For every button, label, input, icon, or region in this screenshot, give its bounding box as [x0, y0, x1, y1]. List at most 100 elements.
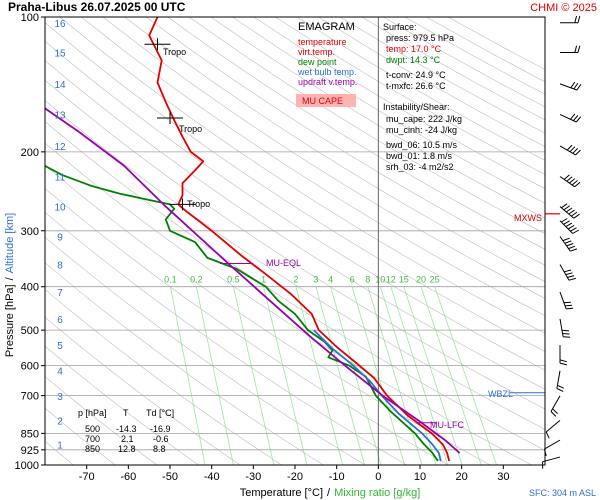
temperature-tick-label: -70: [79, 471, 95, 483]
altitude-tick-label: 14: [54, 80, 66, 91]
altitude-tick-label: 7: [57, 288, 63, 299]
level-table: p [hPa] T Td [°C] 500 -14.3 -16.9 700 2.…: [78, 408, 174, 454]
wind-barb-flag: [543, 448, 547, 457]
copyright-text: CHMI © 2025: [530, 2, 597, 14]
bwd-06: bwd_06: 10.5 m/s: [386, 140, 458, 150]
x-axis-mix-label: Mixing ratio [g/kg]: [334, 487, 420, 499]
temperature-tick-label: 0: [375, 471, 381, 483]
wind-barb-staff: [545, 419, 561, 433]
wind-barb-flag: [574, 45, 578, 53]
wind-barb-flag: [561, 203, 568, 209]
wind-barb-flag: [575, 149, 581, 156]
wind-barb-flag: [567, 275, 575, 278]
tropo-label: Tropo: [187, 199, 210, 209]
altitude-tick-label: 10: [54, 203, 66, 214]
x-axis-temp-label: Temperature [°C]: [240, 487, 323, 499]
y-axis-pressure-label: Pressure [hPa]: [4, 284, 16, 357]
wind-barb-flag: [568, 245, 576, 250]
y-axis-altitude-label: Altitude [km]: [4, 213, 16, 274]
legend-item-temperature: temperature: [298, 37, 347, 47]
y-axis-title: Pressure [hPa] / Altitude [km]: [4, 213, 16, 357]
wind-profile: [542, 15, 582, 469]
table-header-t: T: [123, 408, 129, 418]
mixing-ratio-line: [379, 286, 437, 465]
plot-area: [45, 17, 545, 465]
wind-barb-staff: [559, 145, 576, 156]
dry-adiabat: [45, 40, 545, 371]
axes: 1002003004005006007008509251000161514131…: [15, 12, 546, 483]
table-cell: 12.8: [118, 444, 136, 454]
mixing-ratio-line: [170, 286, 206, 465]
wind-barb-flag: [561, 218, 568, 223]
wind-barb-flag: [563, 301, 571, 304]
wind-barb-flag: [566, 207, 573, 213]
wind-barb-flag: [545, 431, 550, 439]
wind-barb-flag: [556, 388, 564, 392]
wind-barb-flag: [575, 116, 582, 123]
wind-barb-flag: [563, 174, 570, 180]
wind-barb-flag: [552, 408, 558, 414]
mixing-ratio-label: 6: [350, 275, 355, 285]
series-wet-bulb-temp-: [313, 329, 442, 462]
wind-barb-flag: [564, 304, 573, 307]
wind-barb-flag: [573, 82, 579, 90]
mixing-ratio-label: 0.1: [164, 275, 177, 285]
pressure-tick-label: 600: [21, 361, 39, 373]
mixing-ratio-line: [420, 286, 482, 465]
wind-barb-flag: [563, 205, 570, 211]
altitude-tick-label: 3: [57, 392, 63, 403]
mixing-ratio-label: 4: [328, 275, 333, 285]
wind-barb-flag: [568, 277, 576, 281]
mu-eql-label: MU-EQL: [266, 258, 301, 268]
table-cell: 700: [85, 434, 100, 444]
mixing-ratio-line: [233, 286, 275, 465]
wind-barb-staff: [559, 264, 570, 281]
table-cell: 8.8: [153, 444, 166, 454]
wind-barb-flag: [561, 329, 570, 332]
legend-title: EMAGRAM: [298, 21, 355, 33]
mixing-ratio-label: 0.2: [190, 275, 203, 285]
instability-title: Instability/Shear:: [383, 102, 450, 112]
mu-cape-label: MU CAPE: [302, 96, 343, 106]
wind-barb-flag: [565, 272, 573, 276]
legend-item-dew-point: dew point: [298, 57, 337, 67]
dry-adiabat: [145, 17, 545, 266]
altitude-tick-label: 11: [55, 172, 66, 183]
legend: EMAGRAM temperature virt.temp. dew point…: [296, 21, 357, 107]
table-cell: 2.1: [121, 434, 134, 444]
table-cell: 500: [85, 424, 100, 434]
wind-barb-flag: [559, 362, 567, 366]
tropo-label: Tropo: [163, 47, 186, 57]
wind-barb-flag: [566, 243, 574, 247]
info-panel: Surface: press: 979.5 hPa temp: 17.0 °C …: [383, 22, 462, 172]
temperature-tick-label: -20: [287, 471, 303, 483]
mixing-ratio-line: [196, 286, 234, 465]
level-markers: [144, 38, 560, 424]
mixing-ratio-label: 3: [313, 275, 318, 285]
altitude-tick-label: 5: [57, 341, 63, 352]
mu-lfc-label: MU-LFC: [430, 420, 464, 430]
dry-adiabat: [45, 60, 545, 390]
dry-adiabat: [189, 17, 545, 234]
wind-barb-flag: [550, 411, 557, 417]
mixing-ratio-label: 10: [375, 275, 385, 285]
temperature-tick-label: -50: [162, 471, 178, 483]
dry-adiabat: [45, 100, 545, 430]
legend-item-wet-bulb: wet bulb temp.: [297, 67, 357, 77]
t-mxfc: t-mxfc: 26.6 °C: [386, 81, 446, 91]
dry-adiabat: [124, 17, 545, 282]
series-dew-point: [45, 164, 439, 462]
wind-barb-flag: [567, 224, 575, 230]
temperature-tick-label: 10: [414, 471, 426, 483]
temperature-tick-label: -30: [245, 471, 261, 483]
mixing-ratio-line: [315, 286, 365, 465]
altitude-tick-label: 8: [57, 261, 63, 272]
wind-barb-flag: [572, 229, 580, 234]
wind-barb-flag: [564, 240, 572, 244]
mixing-ratio-label: 0.5: [227, 275, 240, 285]
temperature-tick-label: -10: [329, 471, 345, 483]
wind-barb-flag: [562, 237, 570, 242]
wind-barb-staff: [542, 456, 561, 463]
surface-press: press: 979.5 hPa: [386, 33, 454, 43]
wind-barb-flag: [572, 148, 579, 154]
